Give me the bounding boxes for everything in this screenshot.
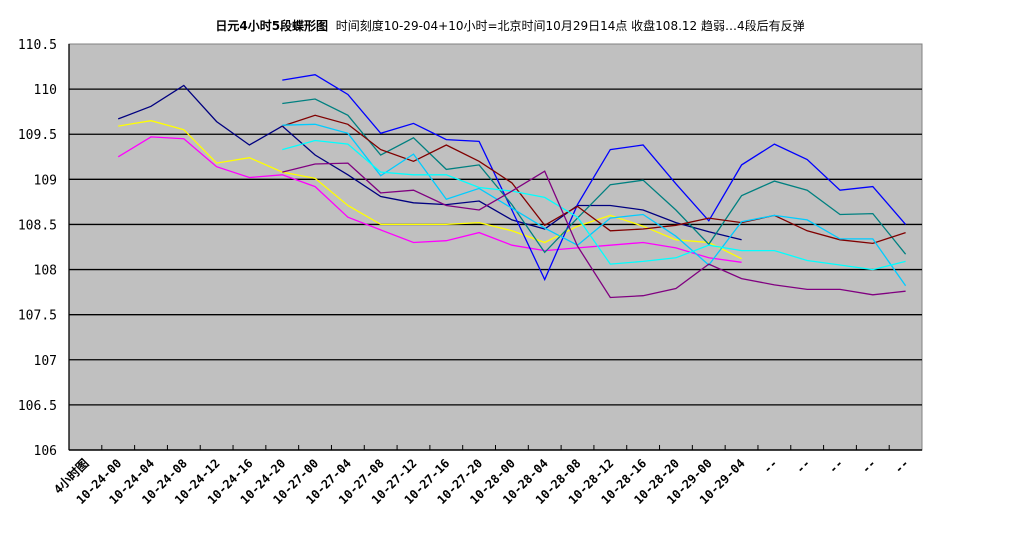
y-tick-label: 106 xyxy=(34,444,57,459)
y-tick-label: 110.5 xyxy=(18,38,57,53)
y-tick-label: 109 xyxy=(34,173,57,188)
x-tick-label: -- xyxy=(892,456,912,476)
series-line-yellow xyxy=(118,120,742,260)
x-tick-label: -- xyxy=(826,456,846,476)
series-lines xyxy=(117,74,907,299)
y-tick-label: 107 xyxy=(34,354,57,369)
series-line-purple xyxy=(282,162,906,299)
series-line-dark-red xyxy=(282,114,906,245)
y-axis: 106 106.5 107 107.5 108 108.5 109 109.5 110 110.5 xyxy=(18,38,70,459)
y-tick-label: 106.5 xyxy=(18,399,57,414)
x-tick-label: -- xyxy=(859,456,879,476)
series-line-blue xyxy=(282,74,907,282)
chart-title: 日元4小时5段蝶形图 时间刻度10-29-04+10小时=北京时间10月29日1… xyxy=(0,17,1020,34)
plot-area xyxy=(68,43,923,451)
series-line-cyan xyxy=(282,139,906,271)
gridlines xyxy=(69,88,922,406)
chart-title-bold: 日元4小时5段蝶形图 xyxy=(215,19,329,33)
x-axis: 4小时图10-24-0010-24-0410-24-0810-24-1210-2… xyxy=(50,445,922,507)
x-tick-label: -- xyxy=(760,456,780,476)
series-line-navy xyxy=(117,84,742,241)
x-tick-label: -- xyxy=(793,456,813,476)
y-tick-label: 107.5 xyxy=(18,309,57,324)
y-tick-label: 109.5 xyxy=(18,128,57,143)
series-line-magenta xyxy=(117,136,742,263)
y-tick-label: 108 xyxy=(34,264,57,279)
y-tick-label: 110 xyxy=(34,83,57,98)
chart-title-rest: 时间刻度10-29-04+10小时=北京时间10月29日14点 收盘108.12… xyxy=(335,19,805,33)
y-tick-label: 108.5 xyxy=(18,218,57,233)
